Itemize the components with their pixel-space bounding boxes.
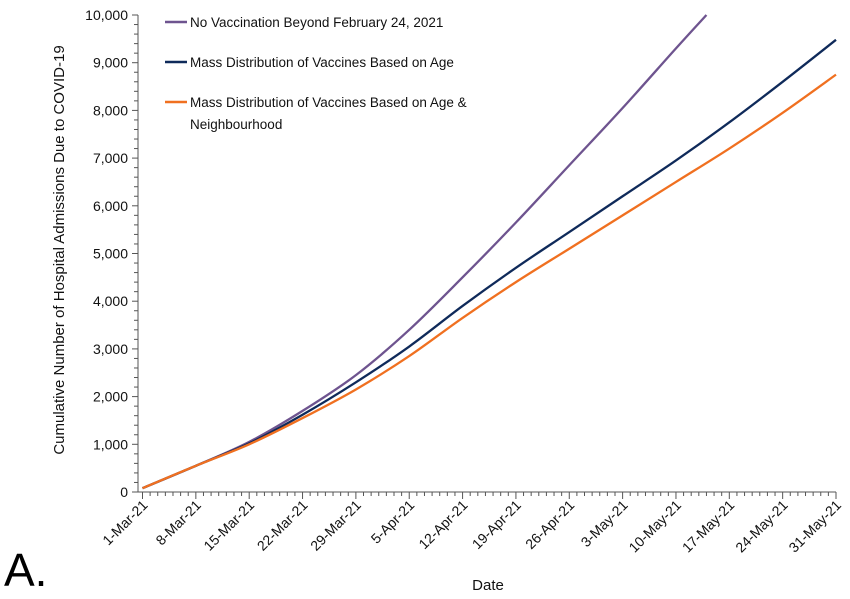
series-lines — [142, 14, 837, 490]
x-axis-label: Date — [472, 577, 504, 594]
legend-label-2: Mass Distribution of Vaccines Based on A… — [190, 95, 467, 132]
x-tick-label: 5-Apr-21 — [368, 497, 418, 547]
x-tick-label: 15-Mar-21 — [200, 497, 257, 554]
y-tick-label: 4,000 — [93, 293, 128, 309]
x-tick-label: 31-May-21 — [785, 497, 844, 556]
y-tick-label: 10,000 — [85, 7, 128, 23]
legend-label-0: No Vaccination Beyond February 24, 2021 — [190, 15, 443, 30]
legend-label-1: Mass Distribution of Vaccines Based on A… — [190, 55, 454, 70]
y-axis-label: Cumulative Number of Hospital Admissions… — [51, 45, 68, 454]
y-tick-label: 8,000 — [93, 102, 128, 118]
x-tick-label: 22-Mar-21 — [254, 497, 311, 554]
x-tick-label: 10-May-21 — [625, 497, 684, 556]
x-tick-label: 24-May-21 — [732, 497, 791, 556]
y-tick-label: 2,000 — [93, 389, 128, 405]
y-tick-label: 9,000 — [93, 55, 128, 71]
axes: 0 1,000 2,000 3,000 4,000 5,000 6,000 7,000 8,00… — [85, 7, 844, 555]
x-tick-label: 29-Mar-21 — [307, 497, 364, 554]
y-tick-label: 0 — [120, 484, 128, 500]
series-line-0 — [142, 14, 708, 490]
legend: No Vaccination Beyond February 24, 2021 M… — [165, 15, 467, 132]
y-tick-label: 6,000 — [93, 198, 128, 214]
x-tick-label: 26-Apr-21 — [522, 497, 577, 552]
x-tick-label: 19-Apr-21 — [469, 497, 524, 552]
x-tick-label: 8-Mar-21 — [152, 497, 204, 549]
series-line-2 — [142, 73, 837, 490]
y-tick-label: 3,000 — [93, 341, 128, 357]
panel-label: A. — [4, 544, 47, 596]
y-tick-label: 7,000 — [93, 150, 128, 166]
x-tick-label: 1-Mar-21 — [99, 497, 151, 549]
x-tick-label: 3-May-21 — [578, 497, 631, 550]
series-line-1 — [142, 38, 837, 490]
y-tick-label: 5,000 — [93, 246, 128, 262]
x-tick-label: 12-Apr-21 — [415, 497, 470, 552]
y-tick-label: 1,000 — [93, 436, 128, 452]
x-tick-label: 17-May-21 — [679, 497, 738, 556]
